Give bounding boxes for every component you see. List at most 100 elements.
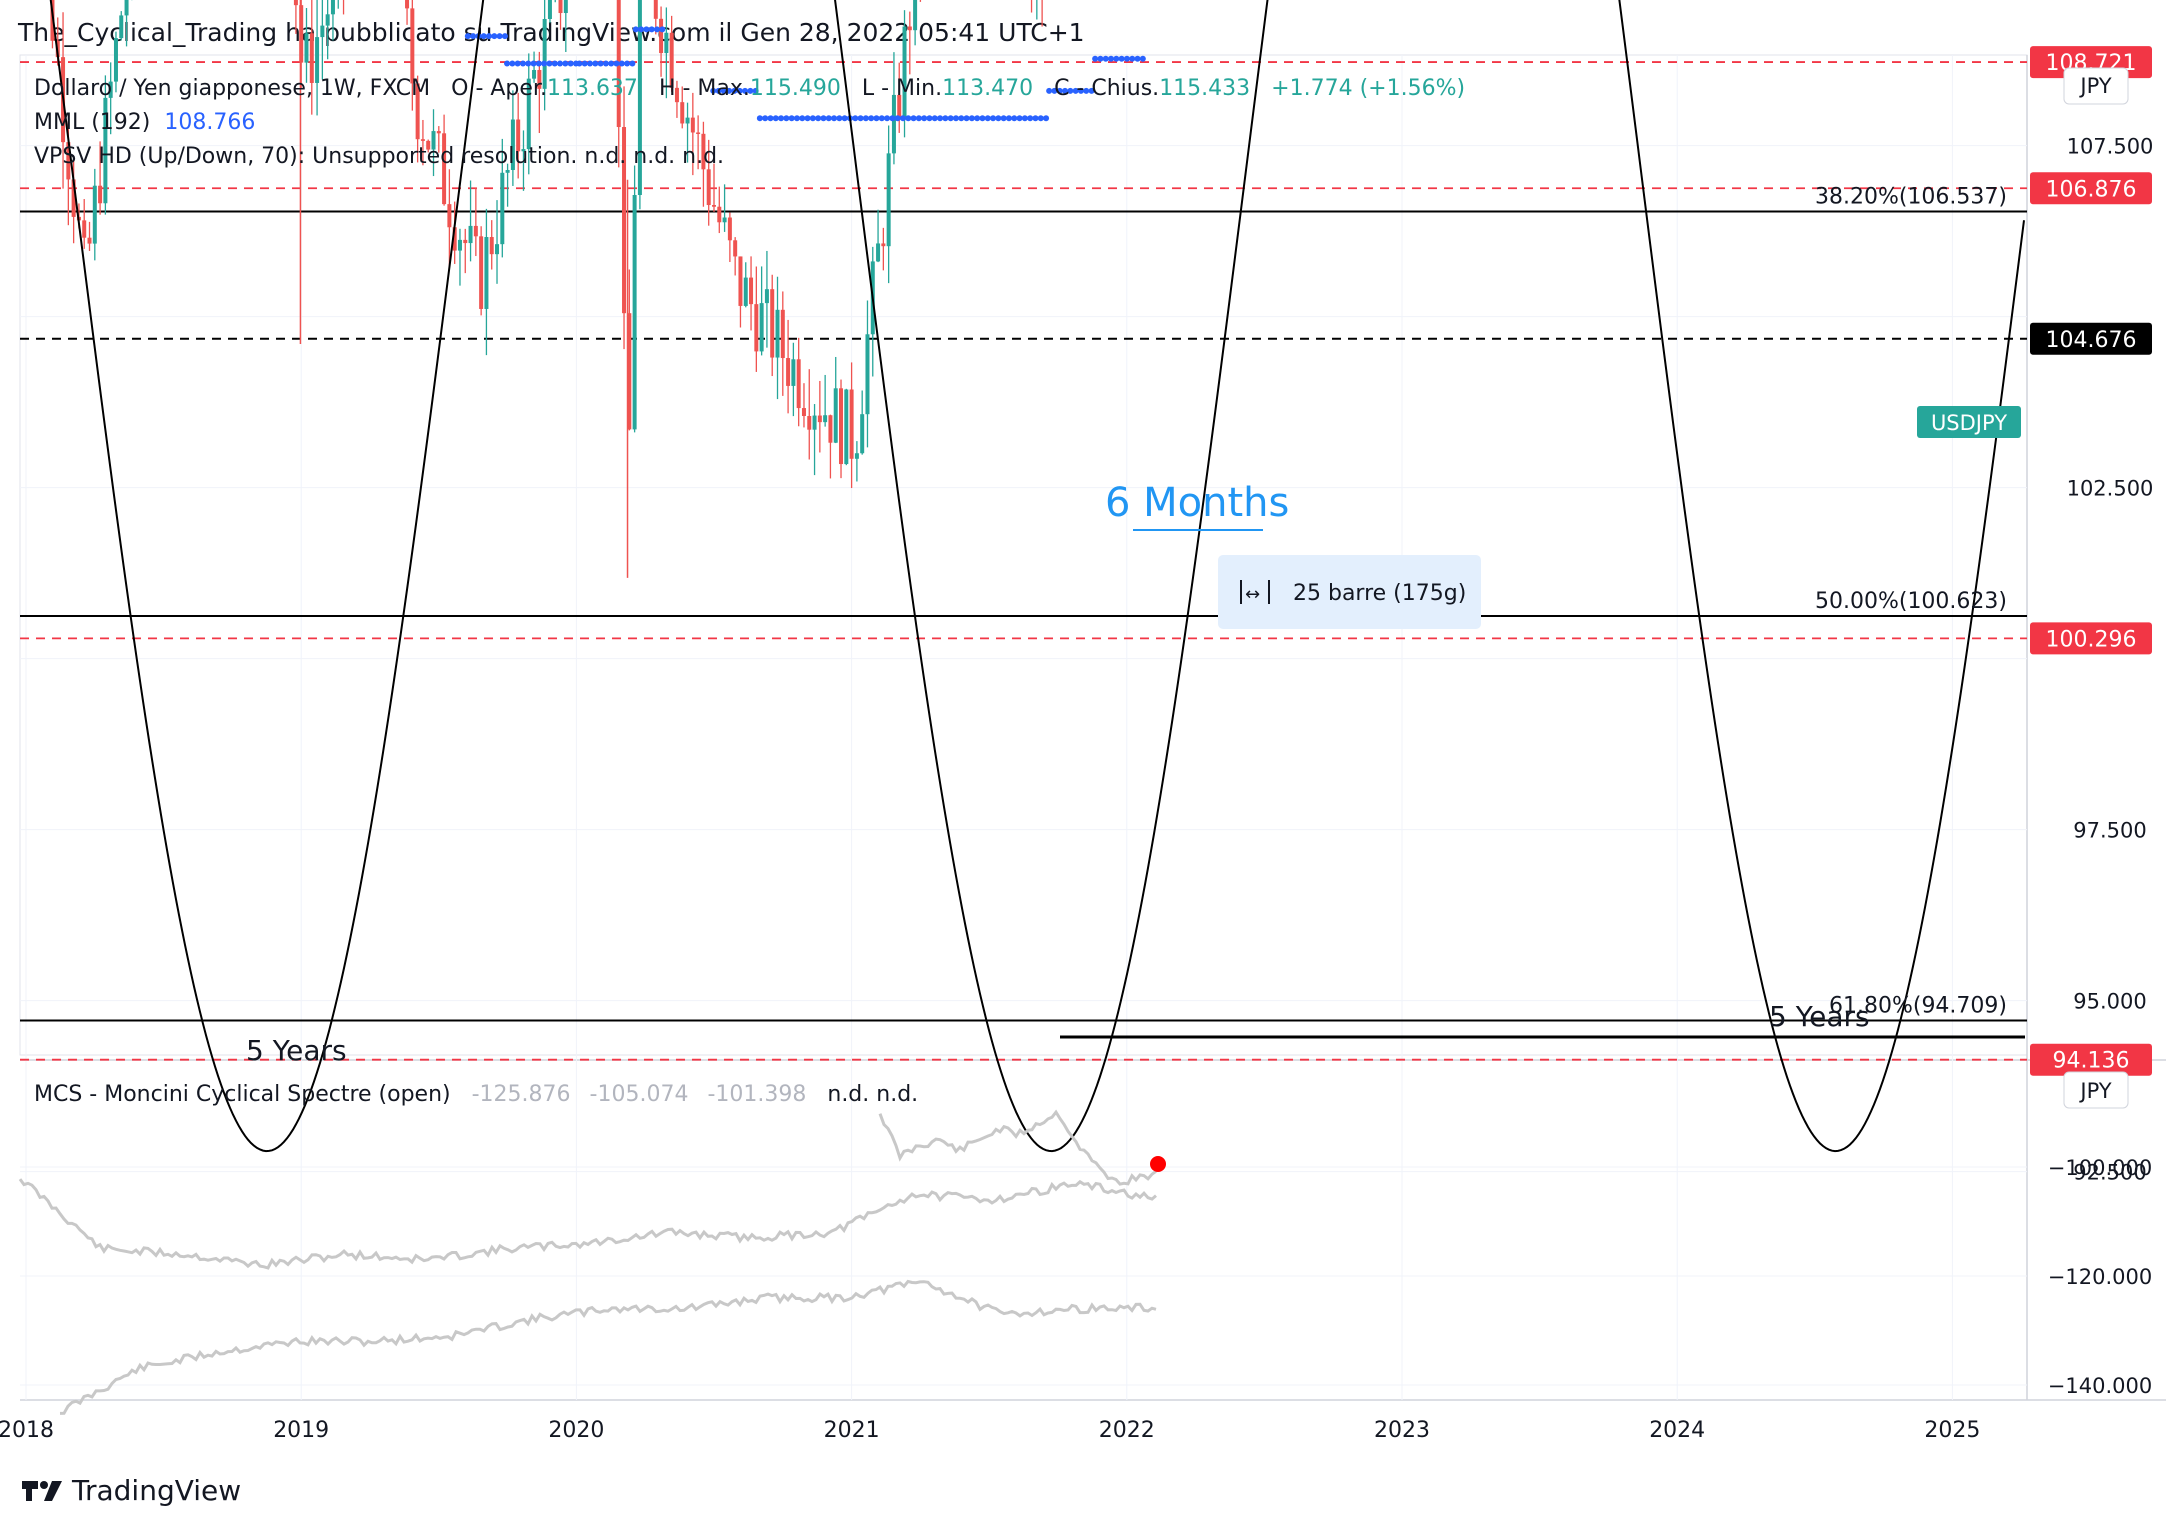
candle-body-95 xyxy=(526,78,531,150)
indicator-legend: MCS - Moncini Cyclical Spectre (open) -1… xyxy=(34,1082,918,1107)
mml-dot-121 xyxy=(643,26,650,33)
candle-body-88 xyxy=(489,237,494,255)
mml-dot-147 xyxy=(778,115,785,122)
candle-body-15 xyxy=(103,97,108,204)
candle-body-162 xyxy=(881,243,886,247)
mml-dot-196 xyxy=(1037,115,1044,122)
mml-dot-145 xyxy=(767,115,774,122)
price-tick-4: 107.500 xyxy=(2067,135,2154,159)
mml-dot-123 xyxy=(654,26,661,33)
mml-dot-191 xyxy=(1011,115,1018,122)
mml-dot-156 xyxy=(825,115,832,122)
candle-body-163 xyxy=(886,153,891,247)
mml-dot-103 xyxy=(551,60,558,67)
mml-dot-190 xyxy=(1005,115,1012,122)
candle-body-166 xyxy=(902,26,907,119)
mml-dot-178 xyxy=(942,115,949,122)
candle-body-151 xyxy=(823,415,828,423)
candle-body-133 xyxy=(727,217,732,241)
mml-dot-183 xyxy=(968,115,975,122)
mml-dot-181 xyxy=(958,115,965,122)
months-label[interactable]: 6 Months xyxy=(1105,480,1289,526)
candle-body-18 xyxy=(119,15,124,39)
candle-body-96 xyxy=(532,69,537,79)
footer[interactable]: TradingView xyxy=(22,1474,241,1507)
mml-dot-205 xyxy=(1083,87,1090,94)
currency-button-main-label: JPY xyxy=(2078,74,2111,98)
candle-body-127 xyxy=(696,132,701,134)
candle-body-158 xyxy=(860,414,865,454)
mml-dot-198 xyxy=(1046,87,1053,94)
mml-dot-95 xyxy=(509,60,516,67)
candle-body-16 xyxy=(108,81,113,98)
mml-dot-206 xyxy=(1088,87,1095,94)
mml-dot-119 xyxy=(632,26,639,33)
currency-button-main[interactable] xyxy=(2063,67,2129,105)
candle-body-56 xyxy=(320,25,325,38)
candle-body-150 xyxy=(817,415,822,423)
candle-body-12 xyxy=(87,237,92,244)
indicator-title: MCS - Moncini Cyclical Spectre (open) xyxy=(34,1082,451,1107)
mml-dot-158 xyxy=(836,115,843,122)
mml-dot-89 xyxy=(480,33,487,40)
mml-dot-91 xyxy=(491,33,498,40)
mml-dot-154 xyxy=(815,115,822,122)
candle-body-129 xyxy=(706,169,711,206)
candle-body-153 xyxy=(833,388,838,443)
candle-body-79 xyxy=(442,133,447,205)
mml-dot-92 xyxy=(496,33,503,40)
mml-dot-215 xyxy=(1134,55,1141,62)
mml-dot-108 xyxy=(576,60,583,67)
candle-body-91 xyxy=(505,169,510,173)
mml-dot-174 xyxy=(921,115,928,122)
mml-dot-173 xyxy=(915,115,922,122)
mml-dot-87 xyxy=(470,33,477,40)
mml-dot-211 xyxy=(1113,55,1120,62)
price-tick-6: 97.500 xyxy=(2073,819,2146,843)
candle-body-154 xyxy=(839,388,844,465)
indicator-tick-0: −100.000 xyxy=(2048,1156,2152,1180)
indicator-axis[interactable]: −100.000 −120.000 −140.000 xyxy=(2048,1156,2152,1398)
currency-button-indicator[interactable] xyxy=(2063,1071,2129,1109)
candle-body-116 xyxy=(637,0,642,196)
candle-body-144 xyxy=(786,358,791,386)
mml-dot-109 xyxy=(581,60,588,67)
candle-body-72 xyxy=(405,0,410,9)
candle-body-9 xyxy=(71,179,76,217)
indicator-line-middle xyxy=(878,1109,1157,1186)
candle-body-125 xyxy=(685,117,690,124)
mml-dot-138 xyxy=(731,87,738,94)
mml-dot-86 xyxy=(464,33,471,40)
red-level-tag-6: 106.876 xyxy=(2046,177,2137,202)
mml-dot-182 xyxy=(963,115,970,122)
cycle-sine-line[interactable] xyxy=(20,0,2025,1153)
candle-body-84 xyxy=(468,225,473,244)
mml-dot-203 xyxy=(1072,87,1079,94)
candle-body-141 xyxy=(770,289,775,358)
indicator-line-upper xyxy=(18,1178,1157,1270)
price-axis[interactable]: 122.500120.000112.500110.000107.500102.5… xyxy=(2067,0,2154,1185)
candle-body-17 xyxy=(113,38,118,82)
candle-body-145 xyxy=(791,359,796,386)
horizontal-levels xyxy=(20,61,2027,1061)
candle-body-98 xyxy=(542,18,547,89)
time-tick-5: 2023 xyxy=(1374,1418,1430,1443)
time-tick-6: 2024 xyxy=(1649,1418,1705,1443)
candle-body-53 xyxy=(304,33,309,63)
candle-body-159 xyxy=(865,334,870,415)
mml-dot-207 xyxy=(1092,55,1099,62)
mml-dot-104 xyxy=(557,60,564,67)
candle-body-168 xyxy=(913,0,918,31)
candle-body-140 xyxy=(764,289,769,304)
mml-dot-139 xyxy=(736,87,743,94)
candle-body-89 xyxy=(495,244,500,255)
mml-dot-157 xyxy=(831,115,838,122)
mml-dot-135 xyxy=(715,87,722,94)
mml-dot-195 xyxy=(1032,115,1039,122)
candle-body-58 xyxy=(330,0,335,15)
mml-dot-140 xyxy=(742,87,749,94)
time-axis[interactable]: 2018 2019 2020 2021 2022 2023 2024 2025 xyxy=(0,1418,1980,1443)
range-box[interactable] xyxy=(1218,555,1481,629)
fib-labels: 0.00%(125.681)38.20%(106.537)50.00%(100.… xyxy=(1815,184,2007,1018)
